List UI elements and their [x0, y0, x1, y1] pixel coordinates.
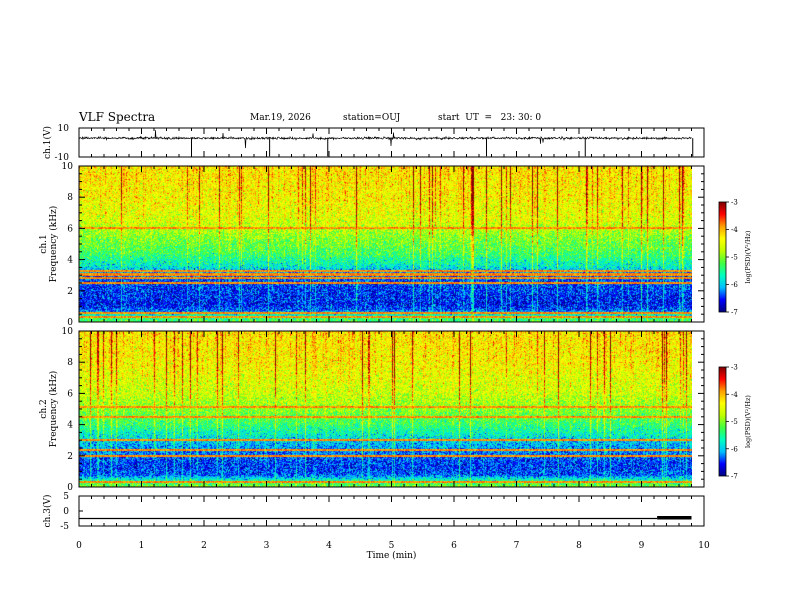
ch3-waveform-panel: 5 0 -5 ch.3(V) [42, 492, 705, 532]
time-axis-label: Time (min) [367, 550, 417, 561]
ch2-colorbar-tick-label: -4 [731, 391, 738, 399]
ch1-colorbar-tick-label: -6 [731, 281, 738, 289]
ch1-colorbar-label: log(PSD)(V²/Hz) [744, 230, 752, 283]
ch3-waveform-ylabel: ch.3(V) [42, 495, 53, 528]
ch1-spectrogram-ytick-label: 6 [67, 224, 73, 234]
time-tick-label: 9 [639, 541, 645, 551]
ch1-spectrogram-ytick-label: 10 [62, 162, 74, 172]
ch2-spectrogram-ytick-label: 6 [67, 389, 73, 399]
time-tick-label: 5 [389, 541, 395, 551]
header-station: station=OUJ [343, 113, 401, 123]
ch1-spectrogram-panel: 0 2 4 6 8 10 ch.1 Frequency (kHz) [39, 162, 705, 328]
ch2-colorbar-tick-label: -5 [731, 418, 738, 426]
ch3-waveform-trace-high [657, 516, 692, 520]
ch3-ytick-label: 0 [63, 507, 69, 517]
ch2-spectrogram-ytick-label: 10 [62, 327, 74, 337]
time-tick-label: 0 [76, 541, 82, 551]
ch2-colorbar-bar [718, 366, 727, 477]
ch2-colorbar-tick-label: -3 [731, 364, 738, 372]
time-tick-label: 10 [698, 541, 710, 551]
ch1-waveform-trace [78, 130, 692, 149]
ch2-spectrogram-ylabel: Frequency (kHz) [48, 371, 59, 448]
ch1-spectrogram-ytick-label: 0 [67, 318, 73, 328]
ch1-waveform-ylabel: ch.1(V) [42, 126, 53, 159]
time-tick-label: 2 [201, 541, 207, 551]
ch1-colorbar-bar [718, 201, 727, 313]
ch1-spectrogram-image [79, 166, 692, 322]
time-tick-label: 4 [326, 541, 332, 551]
ch2-spectrogram-ytick-label: 4 [67, 421, 73, 431]
header-title: VLF Spectra [79, 110, 156, 124]
ch2-colorbar-tick-label: -7 [731, 473, 738, 481]
time-tick-label: 6 [451, 541, 457, 551]
ch2-spectrogram-channel-label: ch.2 [39, 399, 49, 418]
ch2-spectrogram-ytick-label: 2 [67, 452, 73, 462]
header-date: Mar.19, 2026 [250, 113, 311, 123]
ch1-spectrogram-ytick-label: 8 [67, 193, 73, 203]
ch1-colorbar-tick-label: -4 [731, 226, 738, 234]
ch1-colorbar: -3 -4 -5 -6 -7 log(PSD)(V²/Hz) [718, 199, 752, 317]
ch1-colorbar-tick-label: -3 [731, 199, 738, 207]
ch2-colorbar-tick-label: -6 [731, 445, 738, 453]
header-start-time: start UT = 23: 30: 0 [438, 113, 542, 123]
time-axis: 0 1 2 3 4 5 6 7 8 9 10 Time (min) [76, 541, 710, 561]
time-tick-label: 7 [514, 541, 520, 551]
ch1-colorbar-tick-label: -7 [731, 309, 738, 317]
ch1-spectrogram-channel-label: ch.1 [39, 234, 49, 253]
ch2-spectrogram-panel: 0 2 4 6 8 10 ch.2 Frequency (kHz) [39, 327, 705, 493]
ch3-ytick-label: 5 [63, 492, 69, 502]
ch1-colorbar-tick-label: -5 [731, 254, 738, 262]
ch1-spectrogram-ylabel: Frequency (kHz) [48, 206, 59, 283]
ch2-colorbar: -3 -4 -5 -6 -7 log(PSD)(V²/Hz) [718, 364, 752, 481]
time-tick-label: 3 [264, 541, 270, 551]
ch1-spectrogram-ytick-label: 2 [67, 287, 73, 297]
time-tick-label: 8 [576, 541, 582, 551]
ch3-ytick-label: -5 [60, 522, 69, 532]
ch2-spectrogram-ytick-label: 8 [67, 358, 73, 368]
ch2-spectrogram-ytick-label: 0 [67, 483, 73, 493]
ch1-ytick-label: -10 [55, 153, 70, 163]
ch1-spectrogram-ytick-label: 4 [67, 256, 73, 266]
ch2-spectrogram-image [79, 331, 692, 487]
time-tick-label: 1 [139, 541, 145, 551]
ch2-colorbar-label: log(PSD)(V²/Hz) [744, 395, 752, 448]
ch1-ytick-label: 10 [58, 124, 70, 134]
